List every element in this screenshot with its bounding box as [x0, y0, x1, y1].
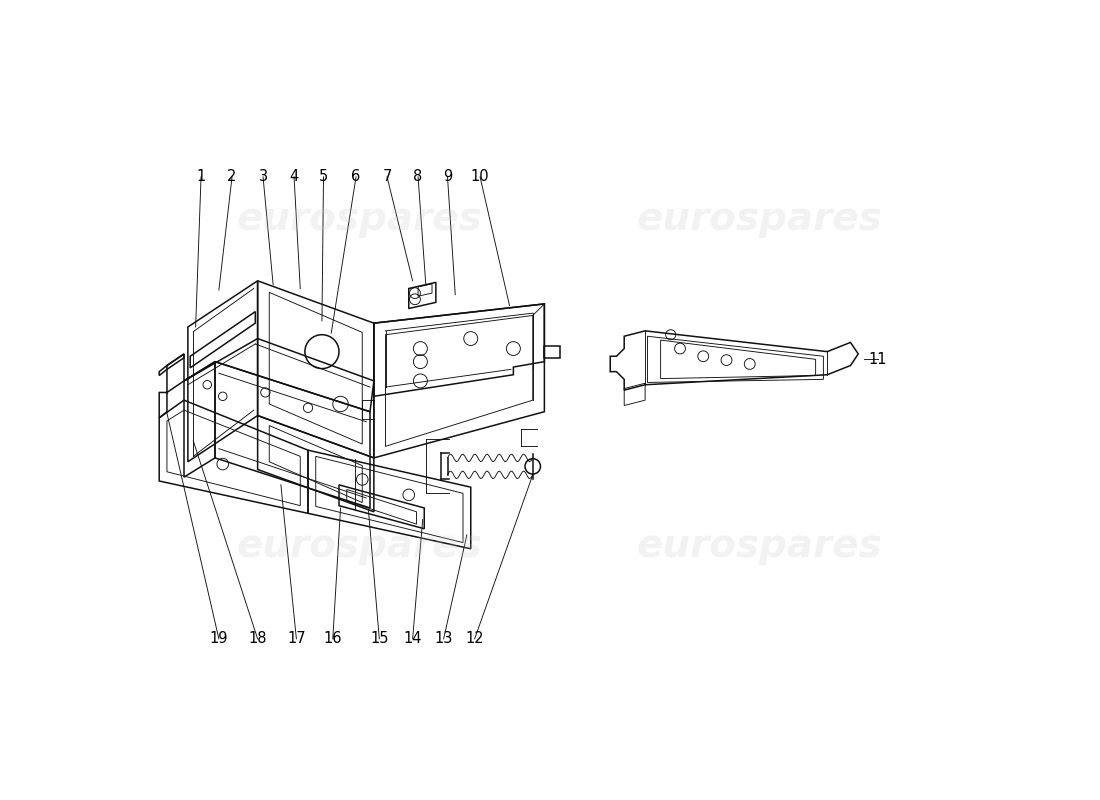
Text: 16: 16 [323, 631, 342, 646]
Text: 19: 19 [210, 631, 228, 646]
Text: 6: 6 [351, 170, 361, 184]
Text: 15: 15 [370, 631, 388, 646]
Text: 17: 17 [287, 631, 306, 646]
Text: eurospares: eurospares [236, 200, 482, 238]
Text: 3: 3 [258, 170, 267, 184]
Text: 9: 9 [443, 170, 452, 184]
Text: 13: 13 [434, 631, 453, 646]
Text: 1: 1 [197, 170, 206, 184]
Text: 10: 10 [471, 170, 490, 184]
Text: 12: 12 [465, 631, 484, 646]
Text: eurospares: eurospares [236, 526, 482, 565]
Text: 14: 14 [404, 631, 422, 646]
Text: eurospares: eurospares [637, 526, 882, 565]
Text: 18: 18 [249, 631, 267, 646]
Text: 11: 11 [868, 352, 887, 367]
Text: eurospares: eurospares [637, 200, 882, 238]
Text: 7: 7 [383, 170, 392, 184]
Text: 4: 4 [289, 170, 299, 184]
Text: 2: 2 [228, 170, 236, 184]
Text: 5: 5 [319, 170, 328, 184]
Text: 8: 8 [414, 170, 422, 184]
